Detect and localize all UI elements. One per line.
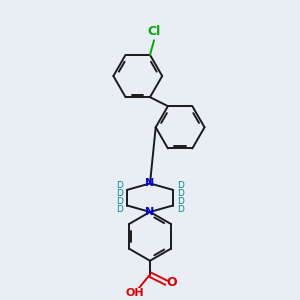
Text: D: D <box>177 189 184 198</box>
Text: D: D <box>177 181 184 190</box>
Text: N: N <box>146 207 154 217</box>
Text: D: D <box>177 205 184 214</box>
Text: N: N <box>146 178 154 188</box>
Text: O: O <box>167 276 177 289</box>
Text: D: D <box>116 189 123 198</box>
Text: D: D <box>177 196 184 206</box>
Text: D: D <box>116 181 123 190</box>
Text: OH: OH <box>125 288 144 298</box>
Text: D: D <box>116 196 123 206</box>
Text: Cl: Cl <box>147 25 161 38</box>
Text: D: D <box>116 205 123 214</box>
